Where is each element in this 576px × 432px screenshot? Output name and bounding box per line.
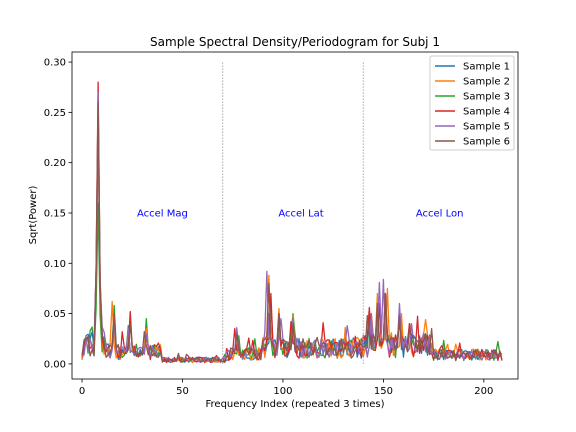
legend-label: Sample 4	[463, 107, 510, 118]
x-tick-label: 150	[374, 386, 393, 397]
x-tick-label: 200	[474, 386, 493, 397]
x-tick-label: 50	[176, 386, 189, 397]
x-tick-label: 100	[273, 386, 292, 397]
y-tick-label: 0.05	[44, 309, 66, 320]
y-tick-label: 0.30	[44, 58, 66, 69]
chart-title: Sample Spectral Density/Periodogram for …	[150, 35, 440, 49]
x-tick-label: 0	[79, 386, 85, 397]
y-tick-label: 0.25	[44, 108, 66, 119]
region-label: Accel Mag	[137, 208, 188, 219]
legend-label: Sample 6	[463, 137, 510, 148]
y-tick-label: 0.00	[44, 359, 66, 370]
legend-label: Sample 2	[463, 77, 510, 88]
legend-label: Sample 3	[463, 92, 510, 103]
legend-label: Sample 5	[463, 122, 510, 133]
legend-label: Sample 1	[463, 62, 510, 73]
y-tick-label: 0.20	[44, 158, 66, 169]
y-axis-label: Sqrt(Power)	[28, 186, 39, 245]
y-tick-label: 0.15	[44, 208, 66, 219]
region-label: Accel Lat	[278, 208, 323, 219]
region-label: Accel Lon	[416, 208, 464, 219]
x-axis-label: Frequency Index (repeated 3 times)	[206, 399, 385, 410]
y-tick-label: 0.10	[44, 259, 66, 270]
legend: Sample 1 Sample 2 Sample 3 Sample 4 Sample 5…	[430, 56, 514, 150]
